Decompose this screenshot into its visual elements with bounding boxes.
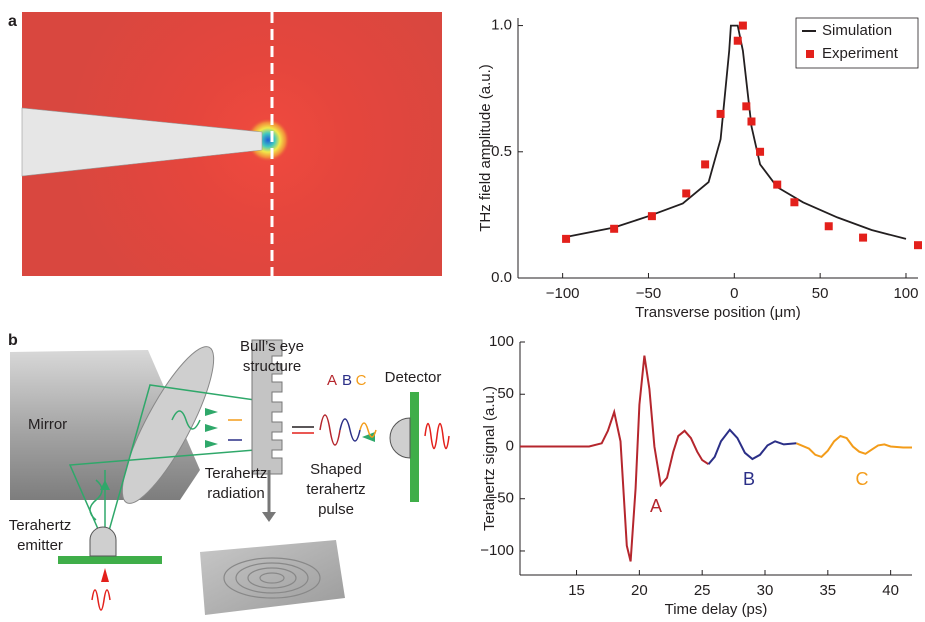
legend-label: Experiment: [822, 45, 899, 62]
marker: [739, 22, 747, 30]
x-tick-label: 25: [694, 582, 711, 599]
pulse-label: Shaped: [310, 461, 362, 478]
marker: [562, 235, 570, 243]
x-axis-label: Time delay (ps): [665, 601, 768, 618]
marker: [756, 148, 764, 156]
series-label: B: [743, 469, 755, 489]
simulation-image: [22, 12, 442, 276]
y-tick-label: −100: [480, 542, 514, 559]
x-axis-label: Transverse position (μm): [635, 304, 801, 321]
radiation-label: radiation: [207, 485, 265, 502]
pulse-letter: C: [356, 372, 367, 389]
x-tick-label: 0: [730, 285, 738, 302]
marker: [790, 198, 798, 206]
marker: [773, 181, 781, 189]
emitter-label: emitter: [17, 537, 63, 554]
legend-marker: [806, 50, 814, 58]
detector-label: Detector: [385, 369, 442, 386]
marker: [825, 222, 833, 230]
pulse-label: pulse: [318, 501, 354, 518]
legend-label: Simulation: [822, 22, 892, 39]
y-axis-label: Terahertz signal (a.u.): [481, 386, 498, 531]
x-tick-label: −50: [636, 285, 661, 302]
panel-label: a: [8, 13, 17, 30]
emitter-label: Terahertz: [9, 517, 72, 534]
marker: [682, 189, 690, 197]
structure-label: Bull’s eye: [240, 338, 304, 355]
marker: [859, 234, 867, 242]
y-tick-label: 50: [497, 385, 514, 402]
x-tick-label: 15: [568, 582, 585, 599]
pulse-letter: B: [342, 372, 352, 389]
x-tick-label: 20: [631, 582, 648, 599]
marker: [742, 102, 750, 110]
radiation-label: Terahertz: [205, 465, 268, 482]
line: [796, 436, 912, 457]
y-axis-label: THz field amplitude (a.u.): [477, 64, 494, 232]
marker: [914, 241, 922, 249]
x-tick-label: −100: [546, 285, 580, 302]
figure: a b: [0, 0, 925, 622]
x-tick-label: 35: [819, 582, 836, 599]
x-tick-label: 100: [893, 285, 918, 302]
y-tick-label: 0.5: [491, 143, 512, 160]
marker: [747, 117, 755, 125]
series-label: C: [856, 469, 869, 489]
line: [709, 430, 797, 464]
marker: [648, 212, 656, 220]
marker: [734, 37, 742, 45]
y-tick-label: 100: [489, 333, 514, 350]
y-tick-label: 1.0: [491, 17, 512, 34]
structure-label: structure: [243, 358, 301, 375]
marker: [610, 225, 618, 233]
panel-label: b: [8, 332, 18, 349]
marker: [701, 160, 709, 168]
x-tick-label: 30: [757, 582, 774, 599]
pulse-letter: A: [327, 372, 337, 389]
x-tick-label: 40: [882, 582, 899, 599]
y-tick-label: 0: [506, 437, 514, 454]
line: [520, 356, 709, 562]
series-label: A: [650, 496, 662, 516]
pulse-label: terahertz: [306, 481, 365, 498]
marker: [717, 110, 725, 118]
mirror-label: Mirror: [28, 416, 67, 433]
y-tick-label: 0.0: [491, 269, 512, 286]
x-tick-label: 50: [812, 285, 829, 302]
